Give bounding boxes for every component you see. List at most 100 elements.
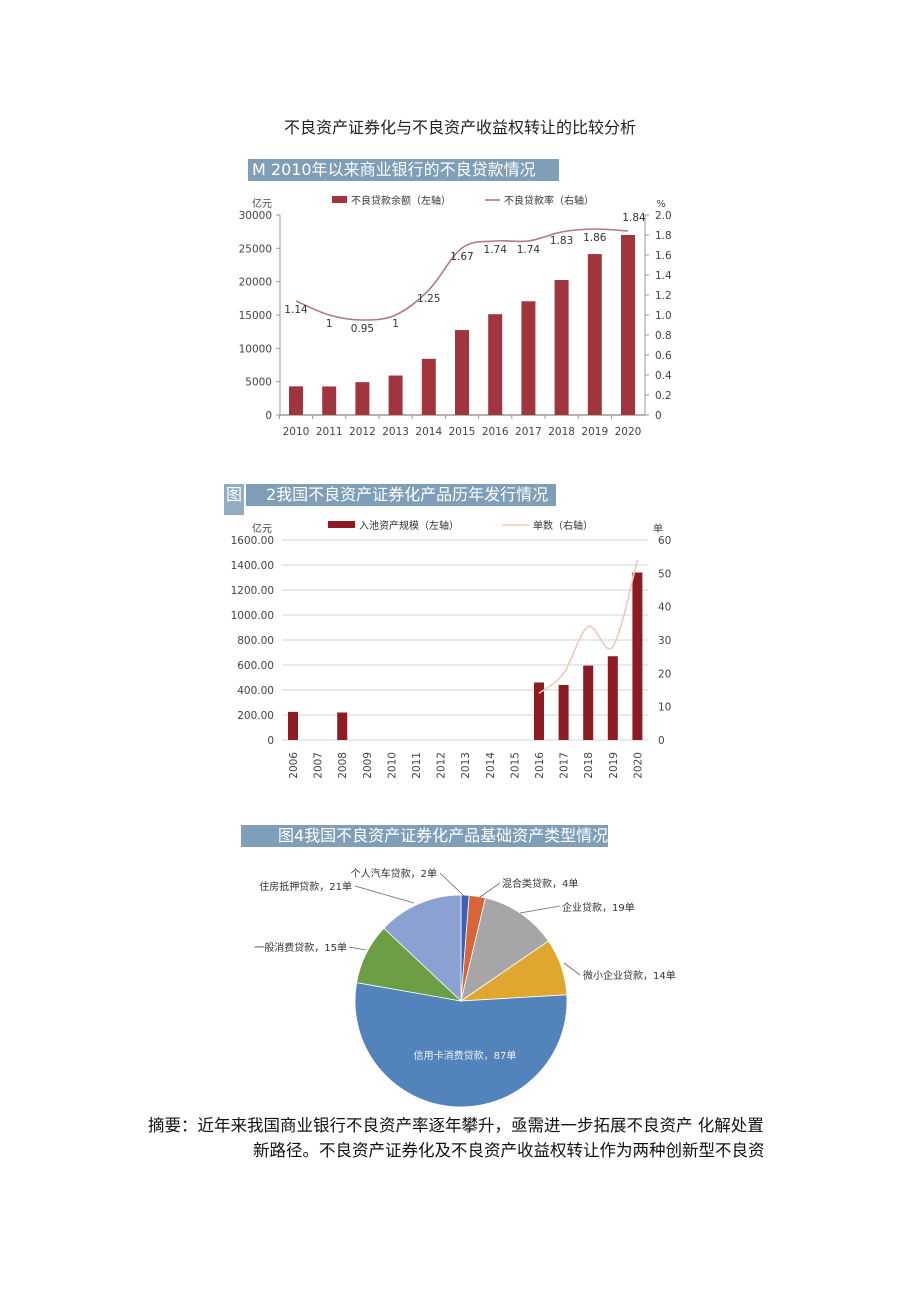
data-label: 1.84 xyxy=(622,212,646,224)
y2-tick-label: 0.8 xyxy=(655,330,672,342)
y-unit-label: 亿元 xyxy=(252,197,272,210)
data-label: 1.14 xyxy=(284,304,308,316)
bar xyxy=(554,280,569,415)
pie-label: 一般消费贷款，15单 xyxy=(254,941,347,954)
data-label: 1.67 xyxy=(450,251,473,263)
y-tick-label: 20000 xyxy=(239,277,272,289)
y2-tick-label: 0.6 xyxy=(655,350,672,362)
x-tick-label: 2019 xyxy=(608,752,620,779)
y-tick-label: 600.00 xyxy=(237,660,274,672)
x-tick-label: 2010 xyxy=(386,752,398,779)
leader-line xyxy=(439,872,465,897)
pie-slice xyxy=(460,897,549,1002)
x-tick-label: 2008 xyxy=(337,752,349,779)
x-tick-label: 2017 xyxy=(515,426,542,438)
legend-line-label: 单数（右轴） xyxy=(533,519,593,532)
x-tick-label: 2011 xyxy=(411,752,423,779)
data-label: 1.83 xyxy=(550,235,573,247)
y-tick-label: 200.00 xyxy=(237,710,274,722)
chart3-title: 图4我国不良资产证券化产品基础资产类型情况 xyxy=(241,825,608,847)
pie-label: 信用卡消费贷款，87单 xyxy=(414,1049,517,1062)
bar xyxy=(621,235,635,415)
bar xyxy=(289,386,303,415)
x-tick-label: 2012 xyxy=(349,426,376,438)
y2-tick-label: 2.0 xyxy=(655,210,672,222)
pie-label: 混合类贷款，4单 xyxy=(502,877,578,890)
series-line xyxy=(295,228,629,321)
x-tick-label: 2015 xyxy=(509,752,521,779)
x-tick-label: 2019 xyxy=(581,426,608,438)
leader-line xyxy=(563,962,581,976)
bar xyxy=(355,382,370,415)
data-label: 1.25 xyxy=(417,293,440,305)
bar xyxy=(607,656,618,740)
y-tick-label: 800.00 xyxy=(237,635,274,647)
pie-label: 企业贷款，19单 xyxy=(562,901,635,914)
leader-line xyxy=(354,885,415,904)
chart2-securitization: 0 200.00 400.00 600.00 800.00 1000.00 1200.00 1… xyxy=(231,519,672,779)
y2-tick-label: 0.2 xyxy=(655,390,672,402)
y-tick-label: 0 xyxy=(267,735,274,747)
data-label: 1 xyxy=(326,318,333,330)
y-tick-label: 400.00 xyxy=(237,685,274,697)
y2-tick-label: 0.4 xyxy=(655,370,672,382)
leader-line xyxy=(348,946,367,951)
chart2-title: 2我国不良资产证券化产品历年发行情况 xyxy=(246,484,556,506)
x-tick-label: 2020 xyxy=(615,426,642,438)
y-tick-label: 30000 xyxy=(239,210,272,222)
y-tick-label: 15000 xyxy=(239,310,272,322)
y2-tick-label: 40 xyxy=(658,602,671,614)
x-tick-label: 2015 xyxy=(449,426,476,438)
bar xyxy=(534,682,544,740)
x-tick-label: 2011 xyxy=(316,426,343,438)
y-tick-label: 1400.00 xyxy=(231,560,274,572)
y-tick-label: 1000.00 xyxy=(231,610,274,622)
bar xyxy=(587,254,602,415)
x-tick-label: 2016 xyxy=(534,752,546,779)
x-tick-label: 2014 xyxy=(415,426,442,438)
y2-tick-label: 0 xyxy=(658,735,665,747)
bar xyxy=(421,358,436,415)
y-tick-label: 10000 xyxy=(239,343,272,355)
x-tick-label: 2018 xyxy=(548,426,575,438)
x-tick-label: 2012 xyxy=(436,752,448,779)
bar xyxy=(337,712,348,740)
chart1-npl: 0 5000 10000 15000 20000 25000 30000 0 0.2 0.4 0.6… xyxy=(239,194,672,438)
x-tick-label: 2013 xyxy=(460,752,472,779)
bar xyxy=(288,711,298,740)
x-tick-label: 2017 xyxy=(559,752,571,779)
y-tick-label: 0 xyxy=(265,410,272,422)
bar xyxy=(488,314,503,415)
y-tick-label: 1600.00 xyxy=(231,535,274,547)
series-line xyxy=(538,559,639,694)
pie-slice xyxy=(383,894,462,1002)
x-tick-label: 2013 xyxy=(382,426,409,438)
y2-tick-label: 20 xyxy=(658,668,671,680)
bar xyxy=(521,301,536,415)
chart3-pie: 个人汽车贷款，2单混合类贷款，4单企业贷款，19单微小企业贷款，14单信用卡消费… xyxy=(254,867,676,1108)
legend-bar-label: 不良贷款余额（左轴） xyxy=(351,194,451,207)
y-unit-label: 亿元 xyxy=(252,522,272,535)
x-tick-label: 2014 xyxy=(485,752,497,779)
y-tick-label: 1200.00 xyxy=(231,585,274,597)
data-label: 1.74 xyxy=(517,244,541,256)
y2-tick-label: 10 xyxy=(658,702,671,714)
y-tick-label: 25000 xyxy=(239,243,272,255)
abstract-line-2: 新路径。不良资产证券化及不良资产收益权转让作为两种创新型不良资 xyxy=(253,1141,765,1160)
y2-tick-label: 60 xyxy=(658,535,671,547)
legend-bar-swatch xyxy=(332,196,347,203)
bar xyxy=(388,375,403,415)
data-label: 1 xyxy=(392,318,399,330)
pie-label: 住房抵押贷款，21单 xyxy=(259,880,352,893)
pie-label: 微小企业贷款，14单 xyxy=(583,969,676,982)
x-tick-label: 2016 xyxy=(482,426,509,438)
pie-slice xyxy=(354,982,568,1108)
document-title: 不良资产证券化与不良资产收益权转让的比较分析 xyxy=(283,118,636,137)
data-label: 1.86 xyxy=(583,232,607,244)
chart1-title: M 2010年以来商业银行的不良贷款情况 xyxy=(248,159,559,181)
x-tick-label: 2007 xyxy=(313,752,325,779)
legend-bar-label: 入池资产规模（左轴） xyxy=(359,519,459,532)
x-tick-label: 2009 xyxy=(362,752,374,779)
y2-unit-label: 单 xyxy=(653,523,663,535)
y2-tick-label: 1.8 xyxy=(655,230,672,242)
